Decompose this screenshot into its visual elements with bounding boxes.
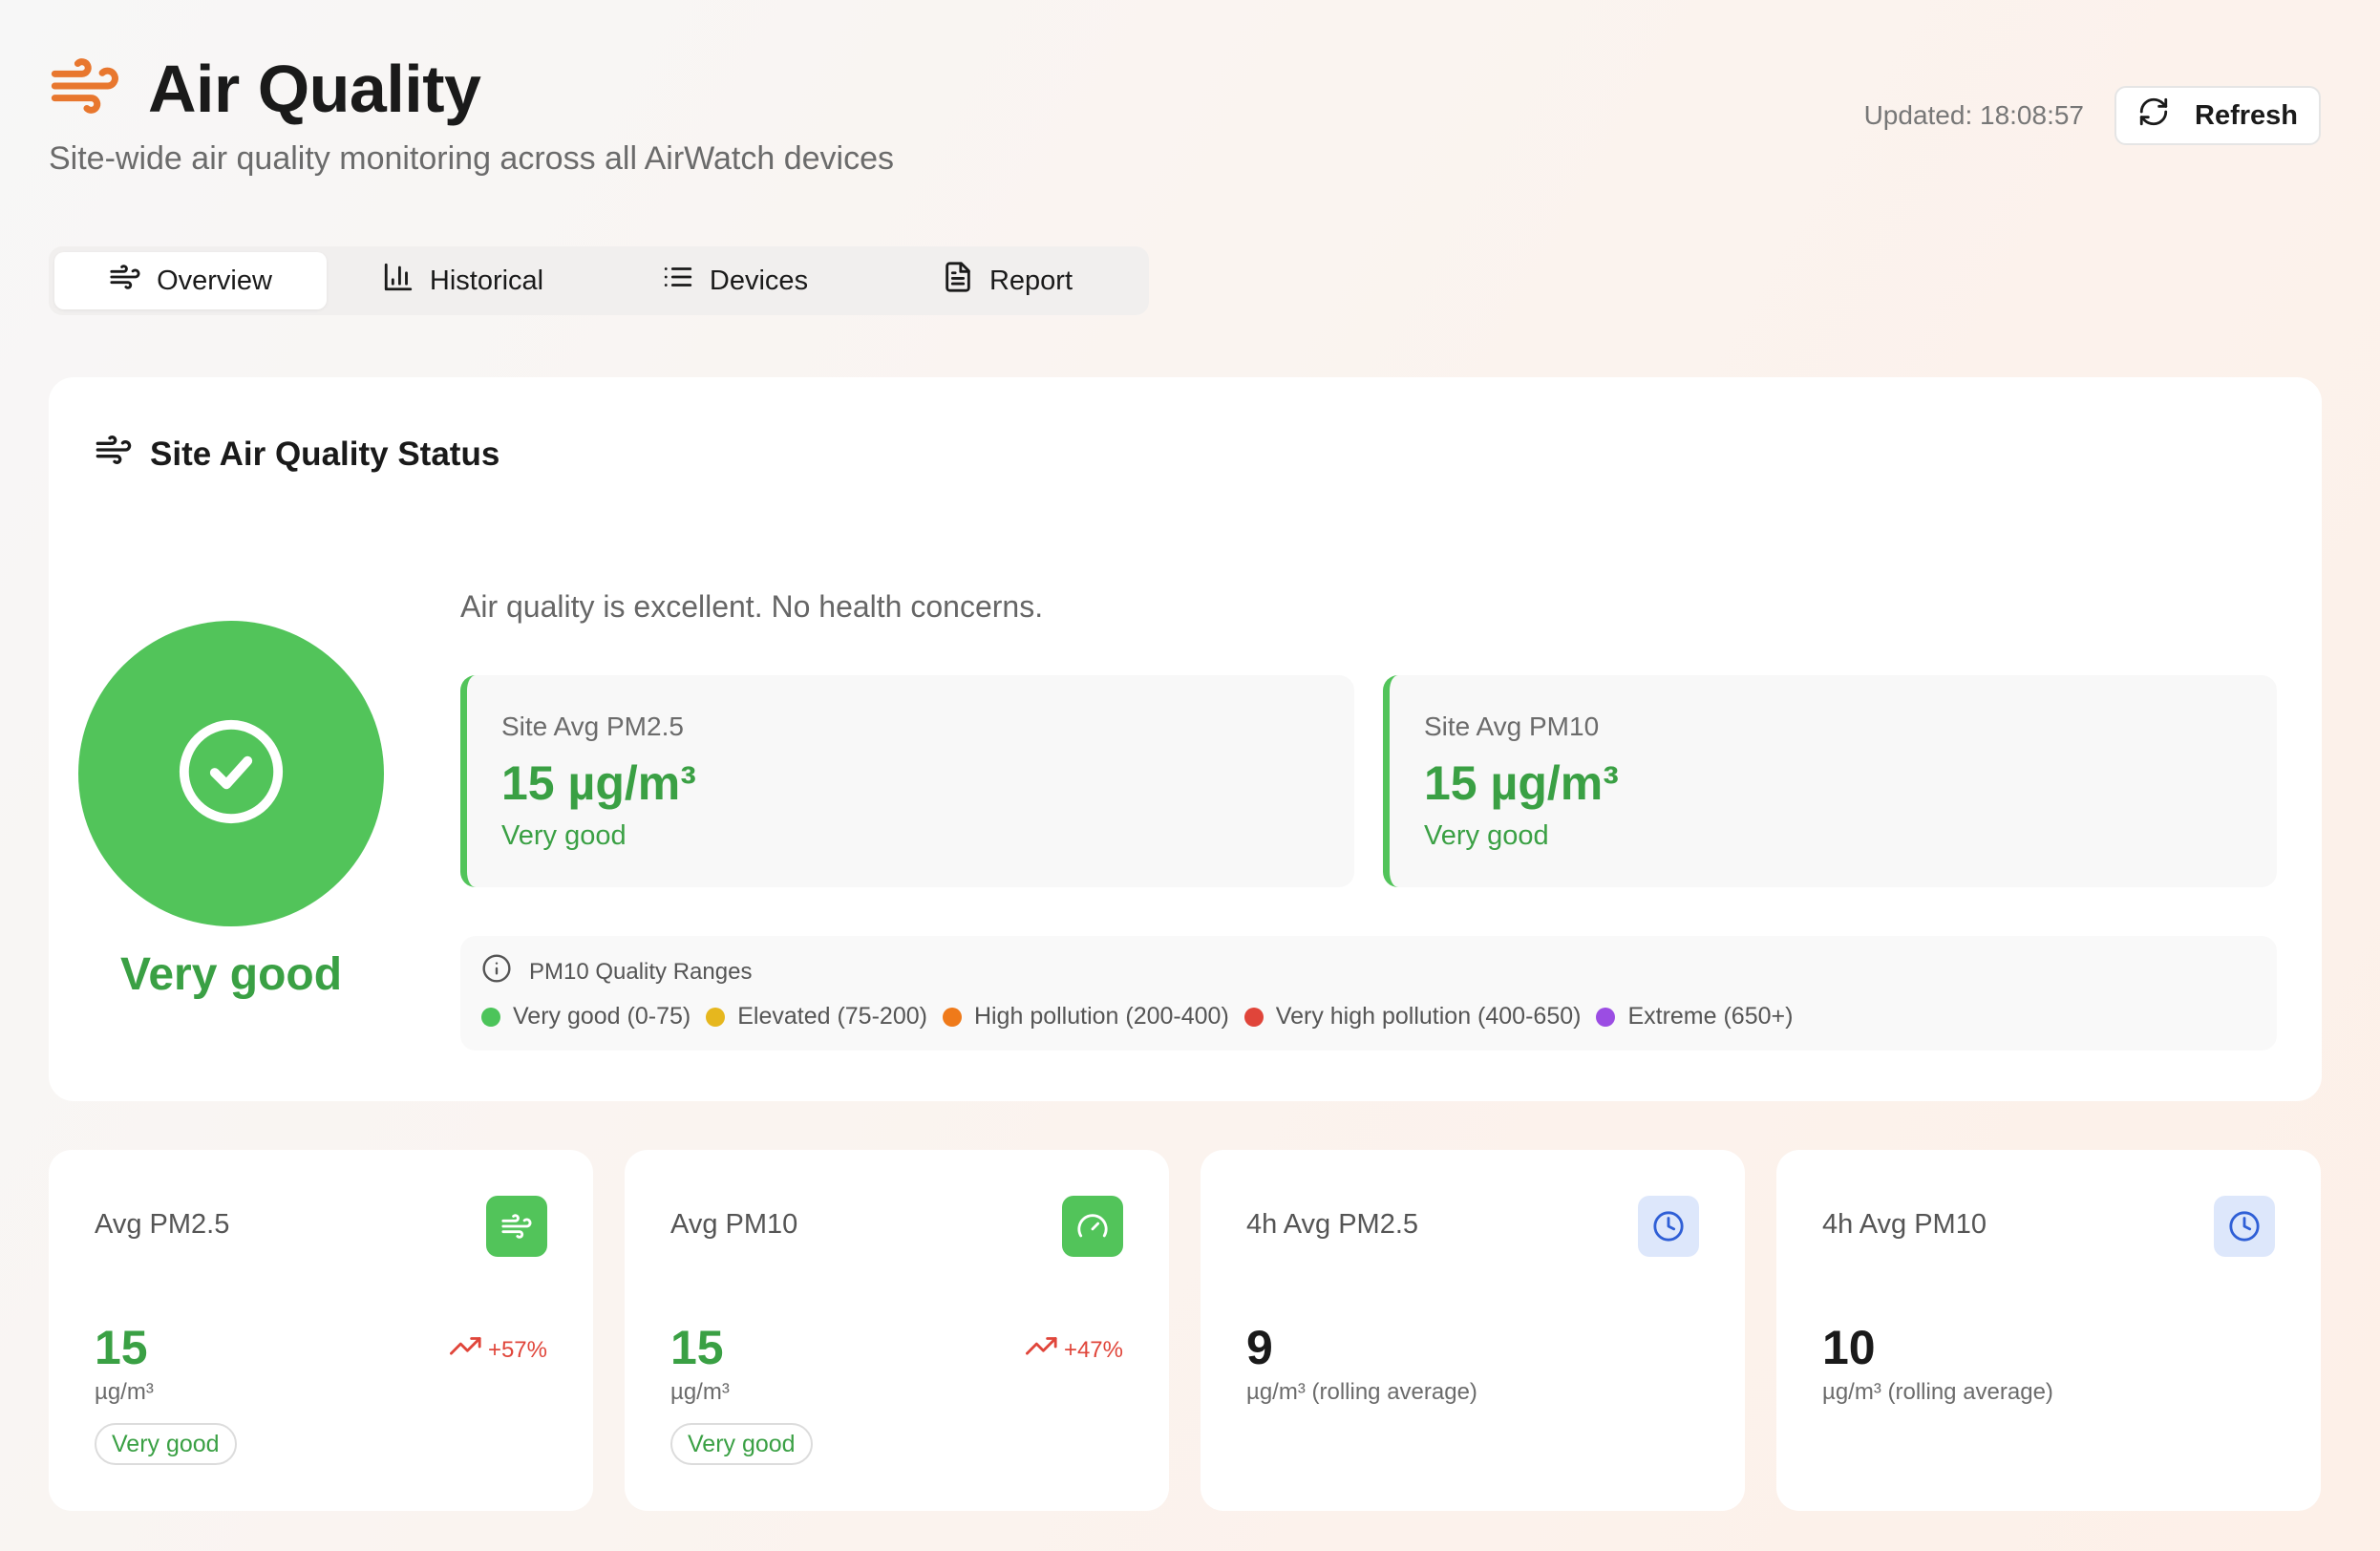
ranges-legend: Very good (0-75) Elevated (75-200) High …: [481, 1003, 1808, 1030]
metric-label: Site Avg PM2.5: [501, 712, 684, 741]
ranges-title: PM10 Quality Ranges: [529, 958, 753, 985]
trending-up-icon: [449, 1335, 488, 1365]
check-circle-icon: [175, 715, 287, 833]
gauge-icon: [1062, 1196, 1123, 1257]
stat-unit: µg/m³: [670, 1379, 730, 1405]
legend-dot: [481, 1007, 500, 1027]
status-badge: Very good: [670, 1423, 813, 1465]
tab-label: Report: [988, 265, 1073, 296]
card-header: Site Air Quality Status: [95, 431, 499, 478]
site-status-card: Site Air Quality Status Very good Air qu…: [49, 377, 2322, 1101]
refresh-icon: [2137, 96, 2195, 136]
updated-timestamp: Updated: 18:08:57: [1863, 100, 2084, 130]
legend-item-high-pollution: High pollution (200-400): [942, 1003, 1229, 1030]
metric-value: 15 µg/m³: [501, 756, 696, 810]
stat-card-4h-avg-pm10: 4h Avg PM10 10 µg/m³ (rolling average): [1776, 1150, 2321, 1511]
legend-dot: [942, 1007, 962, 1027]
stat-value: 15: [95, 1321, 148, 1374]
metric-value: 15 µg/m³: [1424, 756, 1619, 810]
stat-value: 15: [670, 1321, 724, 1374]
stat-card-4h-avg-pm25: 4h Avg PM2.5 9 µg/m³ (rolling average): [1201, 1150, 1745, 1511]
legend-label: Very good (0-75): [513, 1003, 691, 1030]
stat-trend: +57%: [449, 1335, 547, 1365]
tab-bar: Overview Historical Devices: [49, 246, 1149, 315]
quality-ranges: PM10 Quality Ranges Very good (0-75) Ele…: [460, 936, 2277, 1051]
stat-unit: µg/m³ (rolling average): [1246, 1379, 1477, 1405]
card-title: Site Air Quality Status: [150, 435, 500, 473]
list-icon: [662, 261, 710, 301]
legend-label: Extreme (650+): [1627, 1003, 1794, 1030]
ranges-header: PM10 Quality Ranges: [481, 953, 752, 990]
header-actions: Updated: 18:08:57 Refresh: [1864, 86, 2321, 145]
wind-icon: [486, 1196, 547, 1257]
trend-value: +47%: [1063, 1336, 1123, 1363]
tab-label: Overview: [157, 265, 272, 296]
status-badge: Very good: [95, 1423, 237, 1465]
legend-label: Elevated (75-200): [737, 1003, 927, 1030]
page-subtitle: Site-wide air quality monitoring across …: [49, 140, 894, 177]
wind-icon: [95, 431, 150, 478]
legend-label: Very high pollution (400-650): [1275, 1003, 1582, 1030]
file-text-icon: [942, 261, 989, 301]
stat-label: 4h Avg PM10: [1822, 1209, 1987, 1240]
wind-icon: [49, 50, 121, 127]
page-title: Air Quality: [148, 51, 481, 126]
legend-dot: [1596, 1007, 1616, 1027]
legend-item-very-good: Very good (0-75): [481, 1003, 691, 1030]
trend-value: +57%: [487, 1336, 547, 1363]
legend-item-elevated: Elevated (75-200): [706, 1003, 927, 1030]
page-header: Air Quality Site-wide air quality monito…: [49, 50, 894, 178]
clock-icon: [1638, 1196, 1699, 1257]
legend-item-very-high-pollution: Very high pollution (400-650): [1243, 1003, 1582, 1030]
stat-label: Avg PM2.5: [95, 1209, 230, 1240]
tab-overview[interactable]: Overview: [54, 252, 327, 309]
trending-up-icon: [1025, 1335, 1064, 1365]
tab-report[interactable]: Report: [871, 252, 1143, 309]
refresh-label: Refresh: [2195, 99, 2298, 131]
legend-dot: [1243, 1007, 1264, 1027]
stat-label: Avg PM10: [670, 1209, 798, 1240]
metric-label: Site Avg PM10: [1424, 712, 1600, 741]
metric-status: Very good: [501, 820, 627, 851]
stat-card-avg-pm25: Avg PM2.5 15 +57% µg/m³ Very good: [49, 1150, 593, 1511]
info-icon: [481, 953, 529, 990]
bar-chart-icon: [382, 261, 430, 301]
stat-unit: µg/m³ (rolling average): [1822, 1379, 2053, 1405]
refresh-button[interactable]: Refresh: [2114, 86, 2321, 145]
status-message: Air quality is excellent. No health conc…: [460, 589, 1044, 624]
legend-label: High pollution (200-400): [973, 1003, 1229, 1030]
tab-label: Historical: [429, 265, 544, 296]
metric-status: Very good: [1424, 820, 1549, 851]
stat-trend: +47%: [1025, 1335, 1123, 1365]
stat-value: 9: [1246, 1321, 1273, 1374]
legend-dot: [706, 1007, 726, 1027]
wind-icon: [109, 261, 157, 301]
clock-icon: [2214, 1196, 2275, 1257]
stat-label: 4h Avg PM2.5: [1246, 1209, 1419, 1240]
metric-site-avg-pm10: Site Avg PM10 15 µg/m³ Very good: [1383, 675, 2277, 887]
stat-card-avg-pm10: Avg PM10 15 +47% µg/m³ Very good: [625, 1150, 1169, 1511]
status-indicator: [78, 621, 384, 926]
metric-site-avg-pm25: Site Avg PM2.5 15 µg/m³ Very good: [460, 675, 1354, 887]
status-level: Very good: [119, 949, 343, 1000]
tab-label: Devices: [709, 265, 809, 296]
tab-historical[interactable]: Historical: [327, 252, 599, 309]
tab-devices[interactable]: Devices: [599, 252, 871, 309]
stat-value: 10: [1822, 1321, 1876, 1374]
stat-unit: µg/m³: [95, 1379, 154, 1405]
legend-item-extreme: Extreme (650+): [1596, 1003, 1793, 1030]
